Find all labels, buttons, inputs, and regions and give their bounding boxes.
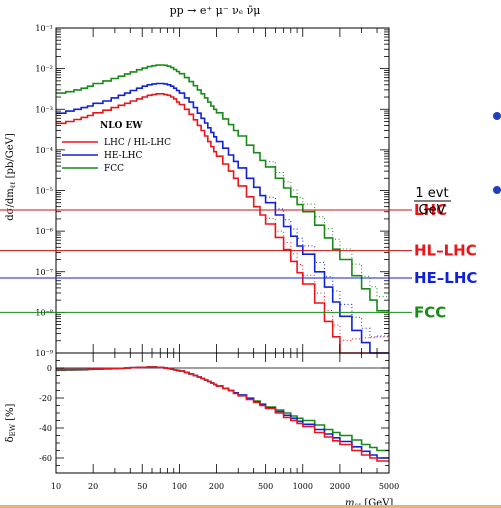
ratio-frame (55, 352, 390, 474)
y-tick-label: 10⁻¹ (35, 24, 53, 33)
x-tick-label: 20 (88, 482, 98, 491)
x-tick-label: 200 (209, 482, 224, 491)
x-tick-label: 2000 (330, 482, 350, 491)
unit-denominator: GeV (419, 203, 446, 218)
x-tick-label: 50 (137, 482, 147, 491)
lo-dotted-line-fcc (265, 161, 389, 298)
ratio-line-he (56, 366, 389, 459)
legend-label-he: HE-LHC (104, 151, 142, 161)
y-tick-label: 10⁻² (35, 65, 53, 74)
y-axis-title: dσ/dmℓℓ [pb/GeV] (5, 133, 17, 221)
ratio-y-tick-label: -20 (39, 394, 52, 403)
slide-bottom-rule (0, 505, 501, 508)
threshold-label-2: HE–LHC (414, 269, 477, 287)
legend: NLO EW LHC / HL-LHC HE-LHC FCC (62, 121, 171, 174)
y-tick-label: 10⁻⁶ (35, 227, 53, 236)
ratio-y-tick-label: 0 (47, 364, 52, 373)
x-tick-label: 5000 (379, 482, 399, 491)
threshold-label-1: HL–LHC (414, 242, 477, 260)
ratio-line-lhc (56, 366, 389, 462)
threshold-label-3: FCC (414, 303, 446, 321)
ratio-y-axis-title: δEW [%] (5, 403, 17, 442)
ratio-y-tick-label: -40 (39, 424, 52, 433)
x-tick-label: 1000 (293, 482, 313, 491)
ratio-panel: 10 20 50 100 200 500 1000 2000 5000 0 -20 -40 -60 (39, 352, 399, 491)
bullet-icon (493, 186, 501, 194)
chart-title: pp → e⁺ μ⁻ νₑ ν̄μ (170, 4, 261, 17)
series-line-he (56, 82, 389, 354)
series-line-lhc (56, 93, 389, 354)
x-tick-label: 500 (258, 482, 273, 491)
y-tick-label: 10⁻⁹ (35, 349, 53, 358)
y-tick-label: 10⁻⁵ (35, 187, 53, 196)
y-tick-label: 10⁻⁷ (35, 268, 53, 277)
bullet-icon (493, 112, 501, 120)
lo-dotted-line-lhc (265, 217, 389, 341)
x-tick-label: 100 (172, 482, 187, 491)
y-tick-label: 10⁻⁴ (35, 146, 53, 155)
svg-text:δEW [%]: δEW [%] (5, 403, 17, 442)
main-frame (55, 27, 390, 354)
main-panel: 10⁻⁹10⁻⁸10⁻⁷10⁻⁶10⁻⁵10⁻⁴10⁻³10⁻²10⁻¹ (35, 24, 390, 358)
threshold-label-0: LHC (414, 201, 447, 219)
legend-label-fcc: FCC (104, 164, 124, 174)
svg-text:dσ/dmℓℓ [pb/GeV]: dσ/dmℓℓ [pb/GeV] (5, 133, 17, 221)
unit-numerator: 1 evt (415, 186, 448, 201)
ratio-y-tick-label: -60 (39, 454, 52, 463)
threshold-lines: LHC HL–LHC HE–LHC FCC 1 evt GeV (0, 186, 477, 321)
lo-dotted-line-he (265, 196, 389, 339)
legend-label-lhc: LHC / HL-LHC (104, 138, 171, 148)
series-line-fcc (56, 64, 389, 312)
legend-title: NLO EW (100, 121, 143, 131)
x-tick-label: 10 (51, 482, 61, 491)
y-tick-label: 10⁻³ (35, 105, 53, 114)
